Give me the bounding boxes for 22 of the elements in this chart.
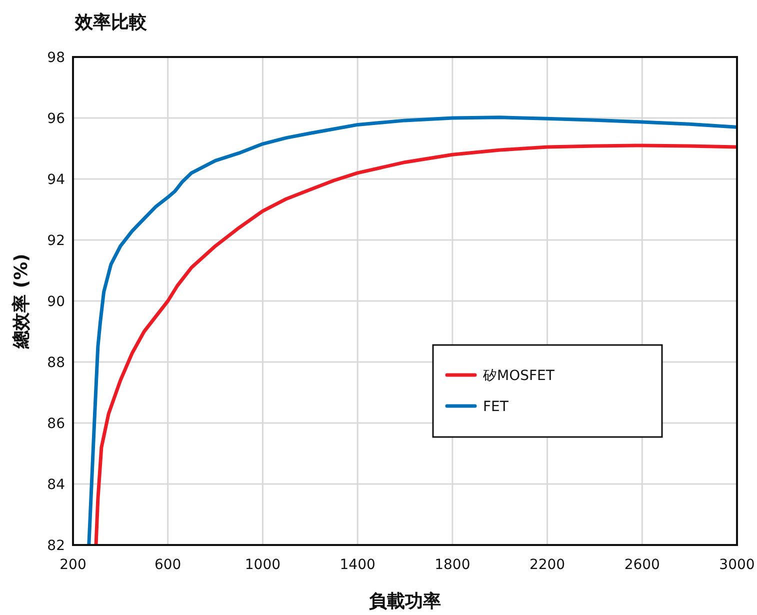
y-tick-label: 90 [47,294,65,310]
x-tick-label: 3000 [719,557,755,573]
legend-label: FET [483,399,509,415]
x-tick-label: 1400 [340,557,376,573]
x-tick-label: 1800 [434,557,470,573]
x-axis-title: 負載功率 [369,591,441,612]
y-tick-label: 94 [47,172,66,188]
x-tick-label: 2600 [624,557,660,573]
y-tick-label: 88 [47,355,65,371]
y-tick-label: 92 [47,233,65,249]
y-axis-title: 總效率 (%) [11,254,32,350]
x-tick-label: 2200 [529,557,566,573]
y-tick-label: 98 [47,50,65,66]
legend-label: 矽MOSFET [482,368,555,384]
chart-title: 效率比較 [74,12,148,33]
x-tick-label: 200 [60,557,86,573]
x-tick-label: 600 [154,557,182,573]
y-tick-label: 96 [47,111,66,127]
x-tick-label: 1000 [244,557,281,573]
y-tick-label: 82 [47,538,65,554]
y-tick-label: 84 [47,477,66,493]
y-tick-label: 86 [47,416,66,432]
